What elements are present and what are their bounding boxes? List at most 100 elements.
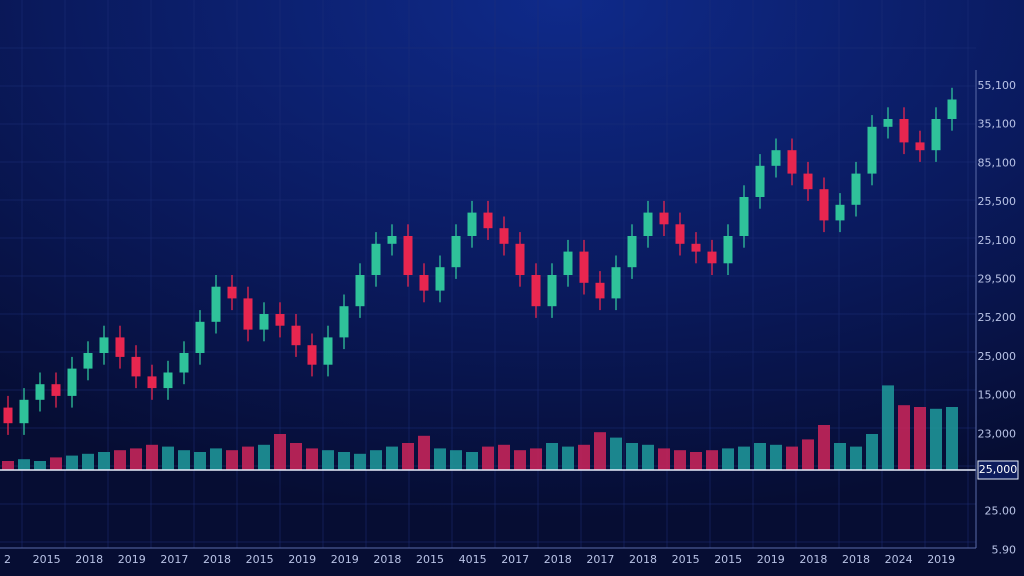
candle-body	[883, 119, 893, 127]
candle-body	[835, 204, 845, 221]
candle-body	[451, 236, 461, 268]
volume-bar	[674, 450, 686, 470]
candle-body	[851, 173, 861, 205]
candle-body	[739, 197, 749, 236]
candle-body	[611, 267, 621, 299]
y-tick-label: 25,100	[978, 234, 1017, 247]
volume-bar	[50, 457, 62, 470]
x-tick-label: 2015	[714, 553, 742, 566]
candle-body	[467, 212, 477, 236]
volume-bar	[642, 444, 654, 470]
candle-body	[899, 119, 909, 143]
volume-bar	[130, 448, 142, 470]
y-tick-label: 25.00	[985, 505, 1017, 518]
x-tick-label: 2019	[331, 553, 359, 566]
volume-bar	[210, 448, 222, 470]
x-tick-label: 2017	[501, 553, 529, 566]
volume-bar	[306, 448, 318, 470]
volume-bar	[594, 432, 606, 470]
y-tick-label: 5.90	[992, 543, 1017, 556]
volume-bar	[690, 452, 702, 470]
volume-bar	[418, 435, 430, 470]
volume-bar	[802, 439, 814, 470]
candle-body	[307, 345, 317, 365]
volume-bar	[610, 437, 622, 470]
candle-body	[787, 150, 797, 174]
x-tick-label: 2017	[160, 553, 188, 566]
volume-bar	[738, 446, 750, 470]
candle-body	[595, 282, 605, 299]
volume-bar	[18, 459, 30, 470]
volume-bar	[434, 448, 446, 470]
candle-body	[339, 306, 349, 338]
x-tick-label: 2019	[118, 553, 146, 566]
volume-bar	[258, 444, 270, 470]
volume-bar	[930, 408, 942, 470]
volume-bar	[274, 434, 286, 470]
x-tick-label: 2018	[75, 553, 103, 566]
x-tick-label: 2017	[586, 553, 614, 566]
x-tick-label: 2015	[416, 553, 444, 566]
candle-body	[403, 236, 413, 275]
volume-bar	[194, 452, 206, 470]
candle-body	[803, 173, 813, 190]
volume-bar	[850, 446, 862, 470]
candle-body	[691, 243, 701, 252]
candle-body	[131, 356, 141, 377]
candle-body	[371, 243, 381, 275]
volume-bar	[354, 453, 366, 470]
candle-body	[355, 275, 365, 307]
volume-bar	[578, 444, 590, 470]
volume-bar	[450, 450, 462, 470]
candle-body	[643, 212, 653, 236]
volume-bar	[338, 452, 350, 470]
volume-bar	[322, 450, 334, 470]
volume-bar	[290, 443, 302, 470]
candle-body	[35, 384, 45, 400]
volume-bar	[178, 450, 190, 470]
candle-body	[563, 251, 573, 275]
candle-body	[259, 314, 269, 330]
volume-bar	[530, 448, 542, 470]
candle-body	[83, 353, 93, 369]
candle-body	[515, 243, 525, 275]
x-tick-label: 2018	[799, 553, 827, 566]
volume-bar	[866, 434, 878, 470]
current-price-tag	[977, 460, 1019, 480]
volume-bar	[834, 443, 846, 470]
x-tick-label: 2018	[544, 553, 572, 566]
y-tick-label: 23,000	[978, 427, 1017, 440]
y-tick-label: 25,200	[978, 311, 1017, 324]
x-tick-label: 2015	[33, 553, 61, 566]
y-tick-label: 85,100	[978, 156, 1017, 169]
candle-body	[291, 325, 301, 346]
volume-bar	[658, 448, 670, 470]
y-tick-label: 15,000	[978, 389, 1017, 402]
volume-bar	[66, 455, 78, 470]
volume-bar	[402, 443, 414, 470]
volume-bar	[466, 452, 478, 470]
volume-bar	[898, 405, 910, 470]
candle-body	[275, 314, 285, 326]
volume-bar	[754, 443, 766, 470]
x-tick-label: 2015	[672, 553, 700, 566]
candle-body	[51, 384, 61, 396]
candle-body	[947, 99, 957, 119]
x-tick-label: 4015	[459, 553, 487, 566]
volume-bar	[34, 461, 46, 470]
candle-body	[243, 298, 253, 330]
x-tick-label: 2	[4, 553, 11, 566]
candle-body	[499, 228, 509, 244]
volume-bar	[162, 446, 174, 470]
volume-bar	[82, 453, 94, 470]
price-pane	[3, 87, 957, 435]
candle-body	[227, 286, 237, 299]
y-tick-label: 25,000	[978, 350, 1017, 363]
x-tick-label: 2019	[927, 553, 955, 566]
volume-bar	[946, 407, 958, 470]
candle-body	[483, 212, 493, 229]
candle-body	[723, 236, 733, 264]
candle-body	[67, 368, 77, 396]
candle-body	[419, 275, 429, 291]
